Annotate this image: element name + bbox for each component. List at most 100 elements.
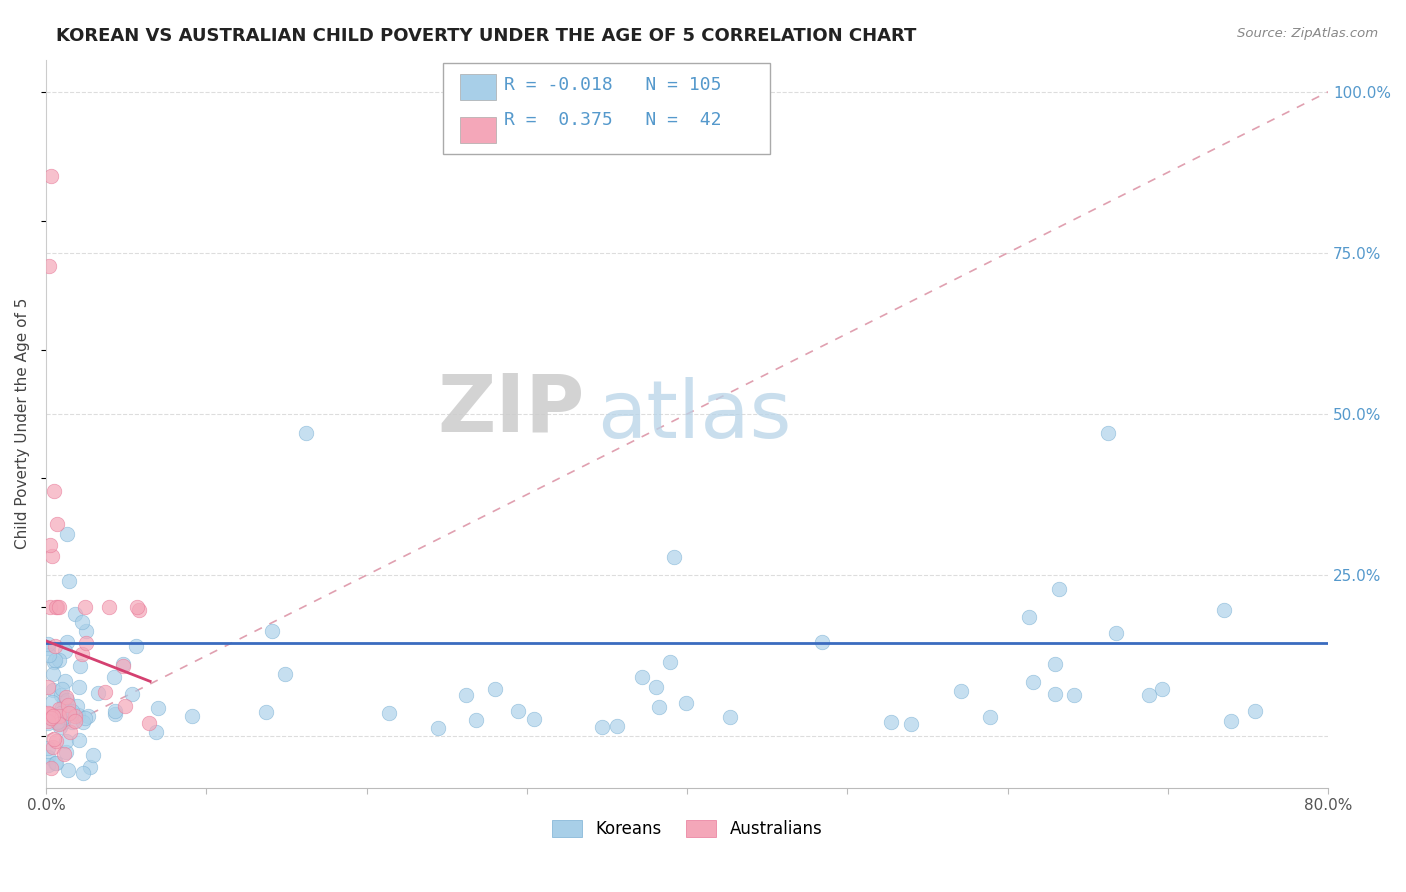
Point — [114, 698, 136, 713]
Point — [128, 603, 150, 617]
Point — [145, 724, 167, 739]
Point — [51, 706, 73, 720]
Legend: Koreans, Australians: Koreans, Australians — [546, 814, 830, 845]
Point — [39, 169, 62, 183]
Point — [606, 719, 628, 733]
Point — [42, 683, 65, 698]
Point — [45, 733, 67, 747]
Y-axis label: Child Poverty Under the Age of 5: Child Poverty Under the Age of 5 — [15, 298, 30, 549]
Point — [37, 714, 59, 728]
Point — [56, 635, 79, 649]
Point — [181, 708, 204, 723]
Point — [45, 715, 67, 730]
Point — [1243, 705, 1265, 719]
Point — [103, 670, 125, 684]
Point — [48, 702, 70, 716]
Point — [51, 681, 73, 696]
Point — [75, 636, 97, 650]
Point — [148, 701, 170, 715]
Point — [254, 705, 277, 719]
Point — [58, 574, 80, 588]
Point — [59, 724, 82, 739]
Point — [94, 684, 117, 698]
Point — [67, 680, 90, 694]
Point — [522, 712, 544, 726]
Bar — [460, 117, 496, 144]
Point — [55, 745, 77, 759]
Text: R =  0.375   N =  42: R = 0.375 N = 42 — [503, 111, 721, 128]
Point — [484, 682, 506, 697]
Point — [262, 624, 284, 638]
Point — [63, 714, 86, 728]
Point — [659, 655, 682, 669]
Point — [121, 687, 143, 701]
Point — [44, 639, 66, 653]
Point — [273, 667, 295, 681]
Point — [53, 694, 76, 708]
Text: R = -0.018   N = 105: R = -0.018 N = 105 — [503, 77, 721, 95]
Point — [59, 704, 82, 718]
Point — [949, 683, 972, 698]
Point — [62, 714, 84, 729]
Text: atlas: atlas — [598, 377, 792, 456]
Point — [378, 706, 401, 720]
Point — [56, 692, 79, 706]
Point — [55, 644, 77, 658]
Point — [37, 641, 59, 656]
Point — [39, 761, 62, 775]
Point — [1043, 657, 1066, 671]
Point — [42, 709, 65, 723]
Point — [70, 647, 93, 661]
Point — [75, 624, 97, 638]
Point — [46, 600, 69, 615]
Point — [1097, 426, 1119, 441]
Point — [53, 674, 76, 689]
Point — [664, 549, 686, 564]
Point — [37, 680, 59, 694]
Point — [112, 657, 135, 672]
Point — [48, 652, 70, 666]
Point — [104, 704, 127, 718]
Point — [37, 757, 59, 772]
Point — [70, 615, 93, 630]
Point — [38, 648, 60, 662]
Point — [1018, 609, 1040, 624]
Point — [1219, 714, 1241, 728]
Point — [49, 721, 72, 735]
Point — [87, 685, 110, 699]
Point — [37, 706, 59, 720]
Point — [38, 538, 60, 552]
Point — [648, 699, 671, 714]
Bar — [460, 74, 496, 101]
Point — [48, 714, 70, 728]
Point — [127, 600, 149, 615]
Point — [38, 600, 60, 615]
Point — [48, 709, 70, 723]
Point — [77, 709, 100, 723]
Point — [427, 721, 450, 735]
Point — [42, 739, 65, 754]
Point — [51, 701, 73, 715]
Point — [45, 714, 67, 729]
Point — [39, 707, 62, 722]
Point — [52, 709, 75, 723]
Point — [1152, 681, 1174, 696]
Point — [37, 637, 59, 651]
Point — [125, 639, 148, 653]
Point — [60, 704, 83, 718]
Point — [69, 659, 91, 673]
Point — [900, 716, 922, 731]
Point — [55, 734, 77, 748]
Point — [67, 733, 90, 747]
Point — [1043, 687, 1066, 701]
Point — [810, 635, 832, 649]
Point — [58, 698, 80, 713]
Point — [645, 680, 668, 694]
Point — [41, 695, 63, 709]
Point — [73, 600, 96, 615]
Point — [456, 688, 478, 702]
Point — [138, 715, 160, 730]
Point — [880, 714, 903, 729]
Point — [79, 760, 101, 774]
Point — [45, 756, 67, 770]
